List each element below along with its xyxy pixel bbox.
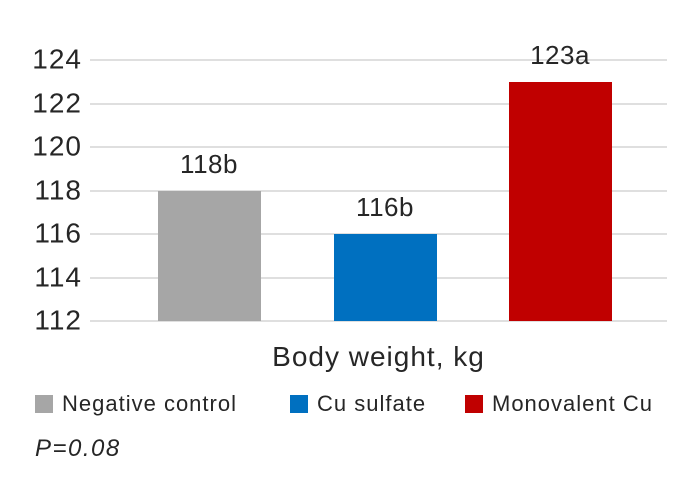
bar-monovalent-cu bbox=[508, 81, 612, 321]
y-tick-label: 112 bbox=[34, 304, 82, 336]
legend-item-label: Monovalent Cu bbox=[492, 391, 653, 416]
bar-cu-sulfate bbox=[333, 234, 437, 321]
y-tick-label: 122 bbox=[32, 86, 82, 118]
legend-swatch bbox=[465, 395, 483, 413]
legend-swatch bbox=[290, 395, 308, 413]
y-tick-label: 118 bbox=[34, 173, 82, 205]
p-value-annotation: P=0.08 bbox=[35, 435, 121, 462]
gridline bbox=[90, 59, 667, 61]
gridline bbox=[90, 102, 667, 105]
bar-value-label: 116b bbox=[356, 192, 414, 222]
legend-item-cu-sulfate: Cu sulfate bbox=[290, 391, 427, 416]
x-axis-title: Body weight, kg bbox=[272, 341, 485, 372]
legend-item-label: Negative control bbox=[62, 391, 237, 416]
bar-value-label: 118b bbox=[180, 148, 238, 179]
y-tick-label: 116 bbox=[34, 217, 82, 249]
legend-swatch bbox=[35, 395, 53, 413]
y-tick-label: 114 bbox=[34, 260, 82, 292]
legend-item-label: Cu sulfate bbox=[317, 391, 427, 416]
gridline bbox=[90, 320, 667, 322]
y-tick-label: 120 bbox=[32, 130, 82, 162]
gridline bbox=[90, 146, 667, 148]
bar-value-label: 123a bbox=[530, 39, 590, 70]
legend-item-negative-control: Negative control bbox=[35, 391, 237, 416]
gridline bbox=[90, 189, 667, 192]
y-tick-label: 124 bbox=[32, 43, 82, 75]
legend-item-monovalent-cu: Monovalent Cu bbox=[465, 391, 653, 416]
bar-negative-control bbox=[157, 190, 261, 321]
